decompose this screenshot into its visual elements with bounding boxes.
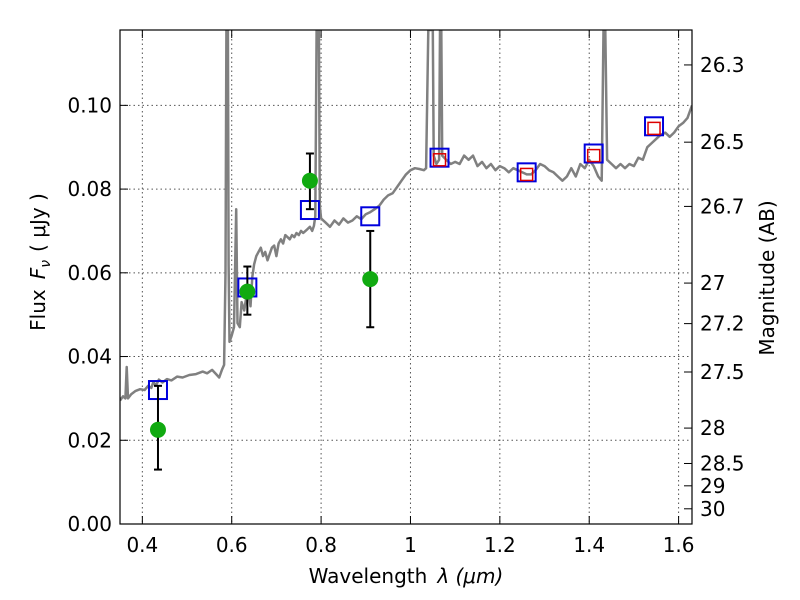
observed-point bbox=[362, 271, 379, 288]
y-axis: 0.00 0.02 0.04 0.06 0.08 0.10 bbox=[67, 93, 128, 536]
y-axis-label-subscript: ν bbox=[38, 260, 54, 268]
y2-tick-label: 29 bbox=[700, 474, 725, 498]
y2-tick-label: 27 bbox=[700, 271, 725, 295]
y2-tick-label: 27.5 bbox=[700, 360, 745, 384]
y2-tick-label: 30 bbox=[700, 497, 725, 521]
y-axis-label-symbol: F bbox=[26, 267, 50, 279]
markers-layer bbox=[147, 116, 665, 471]
spectrum-layer bbox=[120, 30, 692, 402]
x-axis: 0.4 0.6 0.8 1 1.2 1.4 1.6 bbox=[126, 30, 695, 557]
x-axis-label-symbol: λ (μm) bbox=[436, 564, 503, 588]
y-axis-label-unit: ( μJy ) bbox=[26, 193, 50, 252]
x-tick-label: 0.4 bbox=[126, 533, 158, 557]
y-tick-label: 0.02 bbox=[67, 428, 112, 452]
spectrum-line bbox=[120, 30, 692, 402]
x-tick-label: 1 bbox=[404, 533, 417, 557]
x-tick-label: 1.4 bbox=[573, 533, 605, 557]
model-point bbox=[583, 143, 604, 164]
model-point bbox=[644, 116, 665, 137]
x-tick-label: 1.2 bbox=[484, 533, 516, 557]
y-axis-label-text: Flux bbox=[26, 289, 50, 331]
y2-tick-label: 26.3 bbox=[700, 53, 745, 77]
model-point bbox=[429, 147, 450, 168]
model-point-inner bbox=[432, 153, 447, 167]
y2-axis-label: Magnitude (AB) bbox=[755, 200, 779, 355]
y2-tick-label: 26.5 bbox=[700, 130, 745, 154]
x-tick-label: 1.6 bbox=[663, 533, 695, 557]
model-point-inner bbox=[519, 167, 534, 182]
y2-tick-label: 27.2 bbox=[700, 312, 745, 336]
observed-point bbox=[239, 283, 256, 300]
model-point-inner bbox=[647, 121, 661, 136]
y-tick-label: 0.10 bbox=[67, 93, 112, 117]
y2-tick-label: 28.5 bbox=[700, 451, 745, 475]
grid-lines bbox=[120, 30, 692, 524]
y-tick-label: 0.06 bbox=[67, 261, 112, 285]
model-point bbox=[516, 162, 537, 183]
y2-tick-label: 28 bbox=[700, 416, 725, 440]
x-axis-label: Wavelength λ (μm) bbox=[309, 564, 504, 588]
x-tick-label: 0.8 bbox=[305, 533, 337, 557]
x-axis-label-text: Wavelength bbox=[309, 564, 428, 588]
model-point bbox=[360, 206, 381, 227]
y-tick-label: 0.04 bbox=[67, 345, 112, 369]
plot-frame bbox=[119, 29, 693, 525]
observed-point bbox=[149, 421, 166, 438]
model-point-inner bbox=[586, 148, 601, 163]
y-tick-label: 0.00 bbox=[67, 512, 112, 536]
x-tick-label: 0.6 bbox=[216, 533, 248, 557]
observed-point bbox=[301, 172, 318, 189]
y-tick-label: 0.08 bbox=[67, 177, 112, 201]
y2-tick-label: 26.7 bbox=[700, 194, 745, 218]
y-axis-label: Flux Fν ( μJy ) bbox=[26, 193, 54, 331]
